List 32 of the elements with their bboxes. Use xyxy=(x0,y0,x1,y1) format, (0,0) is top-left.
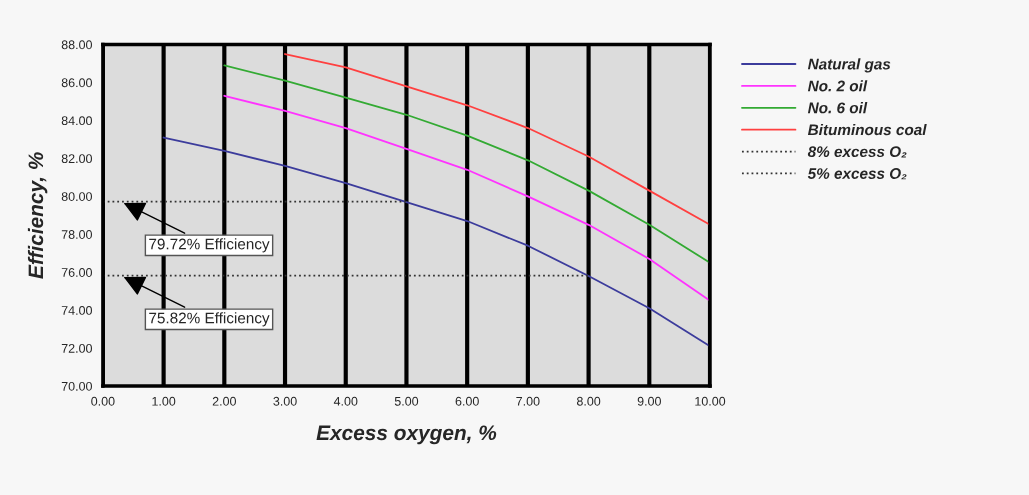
y-axis-title: Efficiency, % xyxy=(27,152,48,279)
x-tick-label: 10.00 xyxy=(695,396,726,406)
legend-label: No. 6 oil xyxy=(807,102,868,114)
x-tick-label: 1.00 xyxy=(152,396,176,406)
y-tick-label: 82.00 xyxy=(61,154,92,164)
line-series xyxy=(284,53,711,226)
x-tick-label: 4.00 xyxy=(333,396,358,406)
x-tick-label: 0.00 xyxy=(91,396,115,406)
x-tick-label: 2.00 xyxy=(212,396,236,406)
x-tick-label: 6.00 xyxy=(455,396,479,406)
legend-label: Bituminous coal xyxy=(807,123,927,136)
x-tick-label: 8.00 xyxy=(576,396,601,406)
legend-label: No. 2 oil xyxy=(807,80,868,92)
y-tick-label: 84.00 xyxy=(61,116,92,126)
annotation: 75.82% Efficiency xyxy=(149,312,270,327)
y-tick-label: 70.00 xyxy=(61,381,92,391)
y-tick-label: 86.00 xyxy=(61,78,92,88)
y-tick-label: 74.00 xyxy=(61,306,92,315)
legend-label: 5% excess O₂ xyxy=(807,168,907,180)
y-tick-label: 80.00 xyxy=(61,192,92,201)
y-tick-label: 72.00 xyxy=(61,343,92,353)
x-tick-label: 3.00 xyxy=(273,396,297,406)
annotation: 79.72% Efficiency xyxy=(149,238,270,253)
x-axis-title: Excess oxygen, % xyxy=(316,425,497,445)
legend-label: 8% excess O₂ xyxy=(807,146,907,158)
x-tick-label: 5.00 xyxy=(394,396,419,406)
x-tick-label: 9.00 xyxy=(637,396,661,406)
y-tick-label: 88.00 xyxy=(61,40,92,50)
y-tick-label: 78.00 xyxy=(61,230,92,239)
legend-label: Natural gas xyxy=(807,58,891,73)
x-tick-label: 7.00 xyxy=(516,396,540,406)
y-tick-label: 76.00 xyxy=(61,268,92,277)
